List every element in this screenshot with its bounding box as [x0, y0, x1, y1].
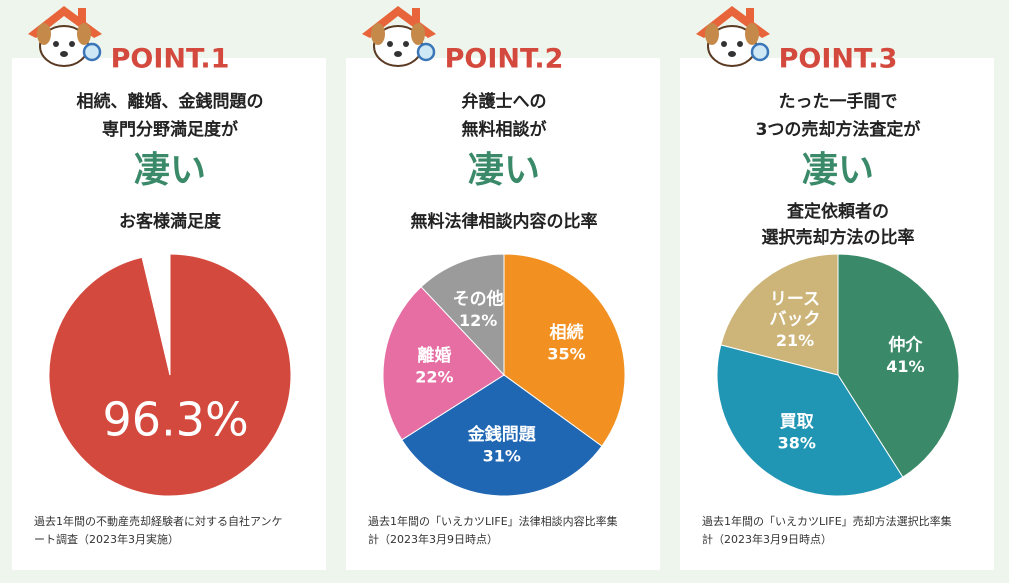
pie-slice — [141, 253, 171, 376]
chimney — [746, 8, 754, 22]
footnote: 過去1年間の「いえカツLIFE」売却方法選択比率集 — [702, 514, 952, 528]
heading: 無料相談が — [462, 119, 547, 140]
chimney — [412, 8, 420, 22]
footnote: 過去1年間の不動産売却経験者に対する自社アンケ — [34, 514, 283, 528]
slice-label: リースバック — [769, 290, 820, 330]
dog-ear — [37, 23, 51, 45]
pie-slice — [401, 374, 603, 497]
slice-value: 22% — [415, 368, 453, 387]
pie-slice — [716, 344, 904, 497]
emphasis: 凄い — [134, 150, 206, 191]
heading: 相続、離婚、金銭問題の — [77, 91, 264, 112]
heading: 3つの売却方法査定が — [756, 119, 921, 140]
point-label: POINT.1 — [111, 44, 230, 75]
heading: 弁護士への — [462, 91, 547, 112]
dog-ear — [77, 23, 91, 45]
slice-value: 21% — [776, 331, 814, 350]
chart-title: 査定依頼者の — [786, 201, 889, 222]
mascot-icon — [28, 6, 102, 67]
slice-value: 12% — [459, 311, 497, 330]
chart-title: お客様満足度 — [119, 211, 222, 232]
dog-eye — [737, 41, 743, 47]
dog-eye — [53, 41, 59, 47]
dog-nose — [394, 51, 402, 57]
dog-ear — [411, 23, 425, 45]
pie-slice — [503, 253, 626, 447]
dog-nose — [60, 51, 68, 57]
pie-slice — [382, 286, 505, 441]
dog-nose — [728, 51, 736, 57]
footnote: 計（2023年3月9日時点） — [702, 532, 832, 546]
heading: 専門分野満足度が — [102, 119, 238, 140]
pie-slice — [837, 253, 960, 478]
slice-value: 38% — [778, 433, 816, 452]
dog-ear — [371, 23, 385, 45]
footnote: 過去1年間の「いえカツLIFE」法律相談内容比率集 — [368, 514, 618, 528]
dog-ear — [745, 23, 759, 45]
chimney — [78, 8, 86, 22]
dog-eye — [69, 41, 75, 47]
slice-label: 仲介 — [888, 334, 923, 355]
pie-slice — [720, 253, 839, 376]
emphasis: 凄い — [802, 150, 874, 191]
dog-eye — [387, 41, 393, 47]
chart-title: 無料法律相談内容の比率 — [411, 211, 598, 232]
slice-label: 金銭問題 — [467, 424, 537, 445]
magnifier — [82, 42, 102, 62]
footnote: 計（2023年3月9日時点） — [368, 532, 498, 546]
pie-slice — [420, 253, 505, 377]
magnifier — [416, 42, 436, 62]
dog-eye — [403, 41, 409, 47]
slice-value: 35% — [547, 345, 585, 364]
slice-label: その他 — [453, 289, 504, 310]
slice-value: 41% — [886, 357, 924, 376]
slice-value: 31% — [483, 447, 521, 466]
mascot-icon — [696, 6, 770, 67]
magnifier — [750, 42, 770, 62]
slice-label: 買取 — [780, 412, 814, 432]
dog-ear — [705, 23, 719, 45]
mascot-icon — [362, 6, 436, 67]
point-label: POINT.2 — [445, 44, 564, 75]
slice-label: 離婚 — [417, 345, 451, 366]
slice-value: 96.3% — [103, 393, 249, 447]
chart-title: 選択売却方法の比率 — [762, 227, 915, 248]
dog-eye — [721, 41, 727, 47]
footnote: ート調査（2023年3月実施） — [34, 532, 179, 546]
emphasis: 凄い — [468, 150, 540, 191]
heading: たった一手間で — [779, 91, 898, 112]
slice-label: 相続 — [550, 322, 584, 343]
point-label: POINT.3 — [779, 44, 898, 75]
